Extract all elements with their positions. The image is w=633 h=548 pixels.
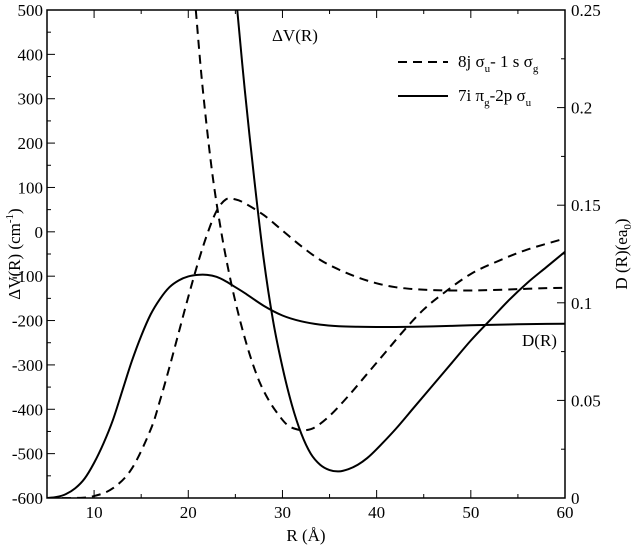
left-axis-label: ΔV(R) (cm-1) <box>4 208 24 299</box>
y-left-tick-label: -300 <box>12 356 43 375</box>
y-left-tick-label: -500 <box>12 445 43 464</box>
right-axis-label: D (R)(ea0) <box>612 218 633 289</box>
y-right-tick-label: 0 <box>571 489 580 508</box>
series-dv_dashed <box>194 10 565 432</box>
x-tick-label: 20 <box>180 503 197 522</box>
y-left-tick-label: 300 <box>18 90 44 109</box>
x-tick-label: 60 <box>557 503 574 522</box>
plot-frame <box>46 9 566 499</box>
annotation-d: D(R) <box>522 331 557 350</box>
y-left-tick-label: 0 <box>35 223 44 242</box>
left-axis-label-main: ΔV(R) (cm <box>5 223 24 300</box>
series-dv_solid <box>236 10 565 473</box>
x-tick-label: 40 <box>368 503 385 522</box>
y-right-tick-label: 0.15 <box>571 196 601 215</box>
annotation-dv: ΔV(R) <box>272 26 318 45</box>
left-axis-label-sup: -1 <box>4 214 16 223</box>
y-right-tick-label: 0.05 <box>571 391 601 410</box>
y-right-tick-label: 0.2 <box>571 99 592 118</box>
x-tick-label: 10 <box>86 503 103 522</box>
right-axis-label-main: D (R)(ea <box>612 229 631 289</box>
x-axis-label: R (Å) <box>286 526 325 545</box>
legend-label-dashed: 8j σu- 1 s σg <box>458 52 539 75</box>
y-right-tick-label: 0.25 <box>571 1 601 20</box>
y-left-tick-label: 100 <box>18 178 44 197</box>
y-left-tick-label: 200 <box>18 134 44 153</box>
x-tick-label: 30 <box>274 503 291 522</box>
legend: 8j σu- 1 s σg 7i πg-2p σu <box>398 52 539 109</box>
x-tick-label: 50 <box>462 503 479 522</box>
series-d_solid <box>47 273 565 498</box>
y-left-tick-label: 500 <box>18 1 44 20</box>
y-left-tick-label: -200 <box>12 312 43 331</box>
legend-label-solid: 7i πg-2p σu <box>458 86 532 109</box>
y-left-tick-label: -100 <box>12 267 43 286</box>
right-axis-label-close: ) <box>612 218 631 224</box>
series-d_dashed <box>47 197 565 498</box>
left-axis-label-close: ) <box>5 208 24 214</box>
y-left-tick-label: -600 <box>12 489 43 508</box>
right-axis-label-sub: 0 <box>622 224 633 230</box>
y-left-tick-label: 400 <box>18 45 44 64</box>
y-left-tick-label: -400 <box>12 400 43 419</box>
y-right-tick-label: 0.1 <box>571 294 592 313</box>
